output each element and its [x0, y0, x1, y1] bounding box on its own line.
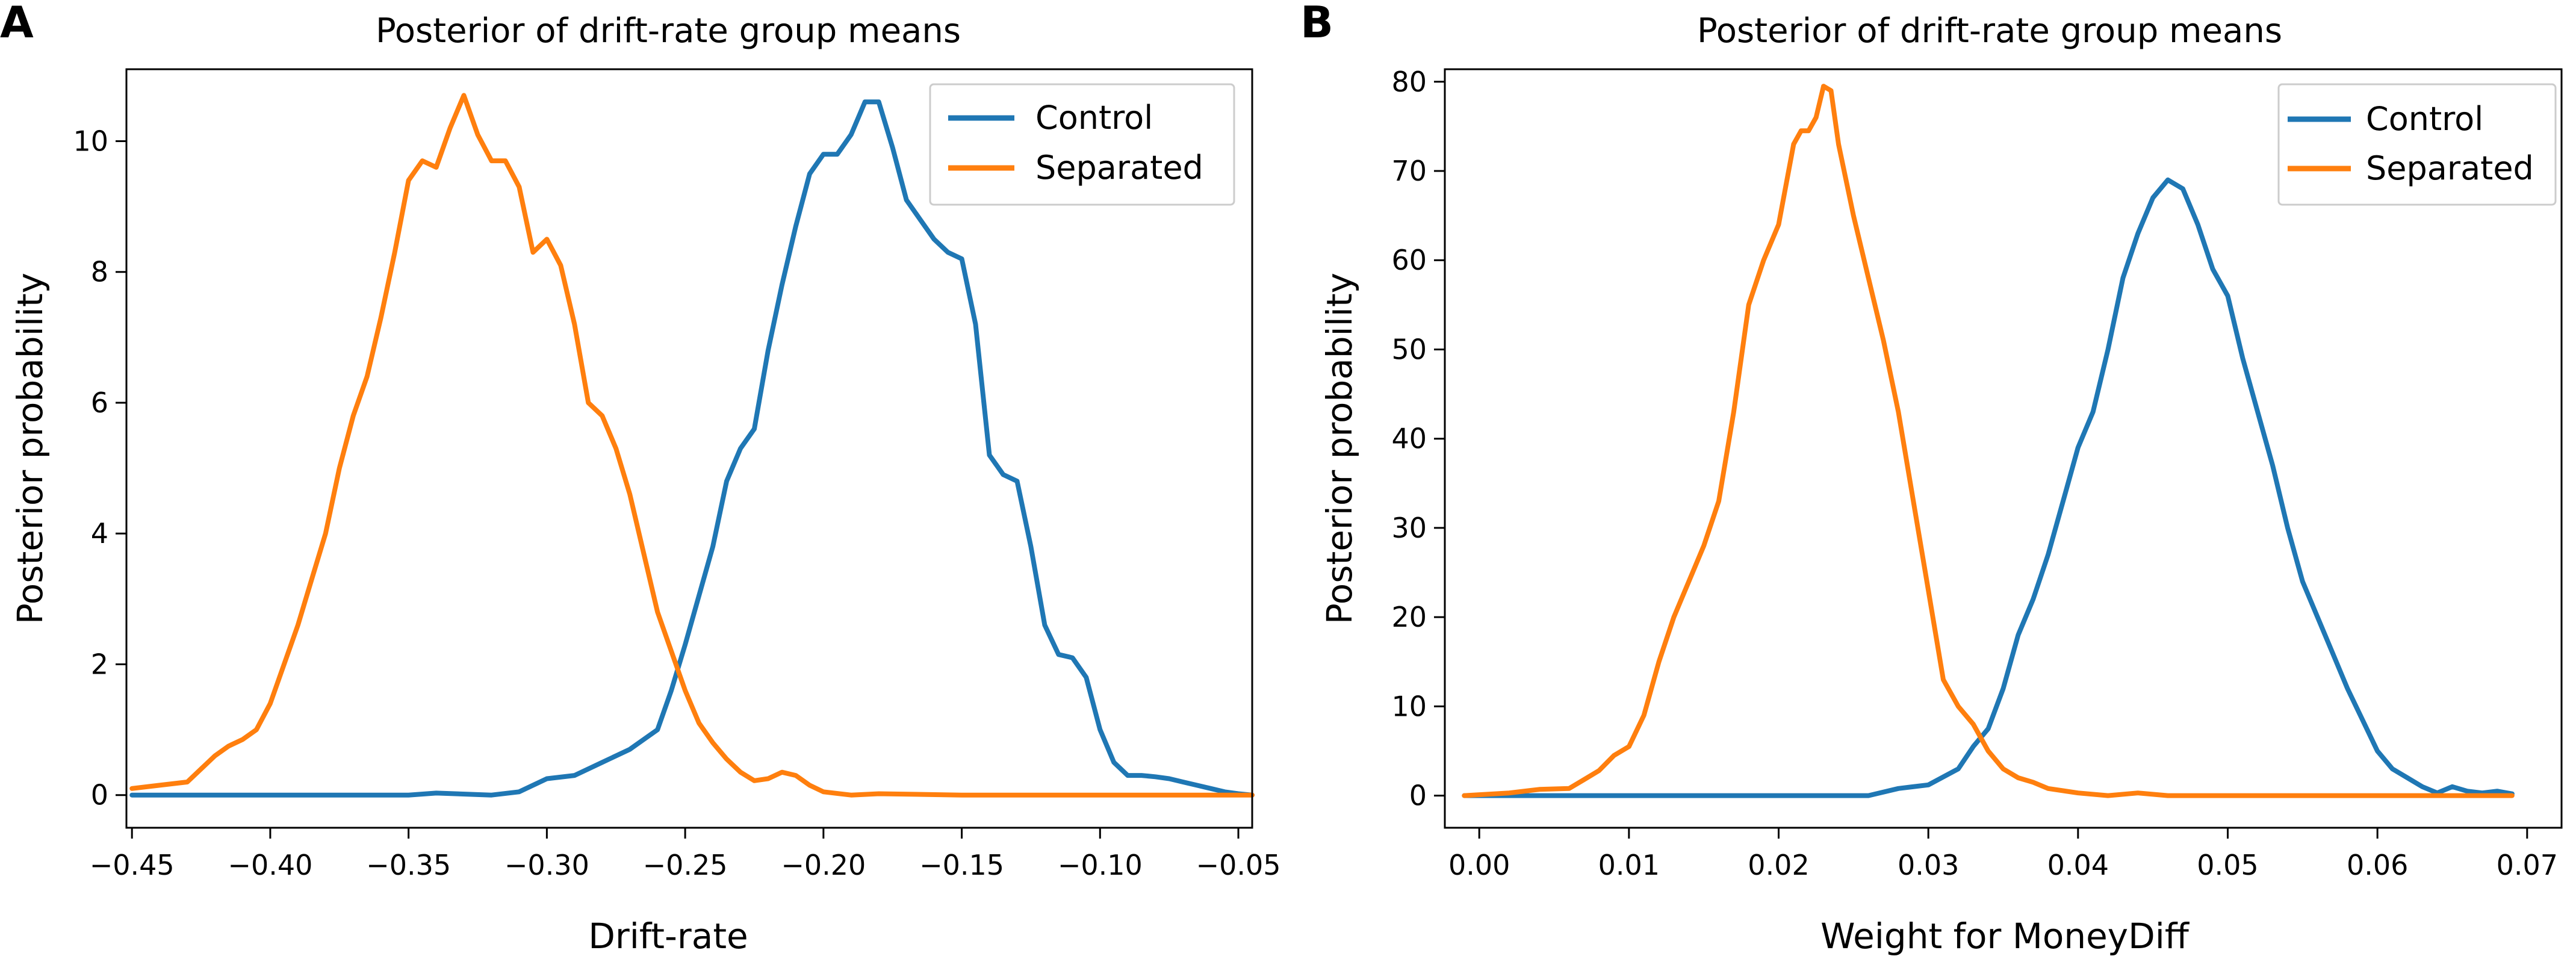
panel-b: B Posterior of drift-rate group means 0.… — [1300, 0, 2563, 957]
x-tick-label-a: −0.35 — [366, 849, 451, 881]
y-tick-label-b: 20 — [1391, 601, 1427, 633]
series-line-separated-a — [129, 93, 1255, 798]
y-tick-label-b: 0 — [1409, 780, 1427, 812]
x-tick-label-b: 0.00 — [1448, 849, 1510, 881]
x-axis-label-b: Weight for MoneyDiff — [1820, 916, 2190, 957]
panel-label-a: A — [0, 0, 34, 48]
x-tick-label-a: −0.30 — [504, 849, 589, 881]
y-tick-label-b: 50 — [1391, 333, 1427, 365]
y-axis-label-a: Posterior probability — [10, 273, 51, 624]
x-tick-label-b: 0.03 — [1898, 849, 1959, 881]
x-axis-label-a: Drift-rate — [588, 916, 748, 957]
plot-frame-a — [125, 68, 1253, 829]
x-tick-label-a: −0.15 — [919, 849, 1004, 881]
y-tick-label-a: 4 — [91, 517, 108, 550]
y-tick-label-b: 10 — [1391, 690, 1427, 722]
legend-label-control-a: Control — [1035, 99, 1153, 137]
y-tick-label-b: 40 — [1391, 423, 1427, 455]
x-tick-label-b: 0.05 — [2197, 849, 2258, 881]
y-tick-label-a: 6 — [91, 386, 108, 419]
legend-box-b — [2277, 83, 2557, 206]
series-line-separated-b — [1462, 84, 2515, 798]
y-tick-label-b: 70 — [1391, 155, 1427, 187]
x-tick-label-b: 0.07 — [2497, 849, 2558, 881]
series-line-control-b — [1462, 177, 2515, 798]
y-tick-label-b: 30 — [1391, 512, 1427, 544]
series-line-control-a — [129, 99, 1255, 798]
panel-a: A Posterior of drift-rate group means −0… — [0, 0, 1281, 957]
legend-b: Control Separated — [2277, 83, 2557, 206]
panel-label-b: B — [1300, 0, 1333, 48]
y-tick-label-b: 80 — [1391, 66, 1427, 98]
y-tick-label-a: 0 — [91, 779, 108, 811]
chart-title-a: Posterior of drift-rate group means — [376, 11, 961, 51]
legend-label-separated-a: Separated — [1035, 149, 1203, 187]
y-tick-label-a: 10 — [73, 125, 108, 157]
x-tick-label-b: 0.02 — [1748, 849, 1809, 881]
x-tick-label-b: 0.01 — [1598, 849, 1660, 881]
plot-frame-b — [1444, 68, 2563, 829]
y-axis-label-b: Posterior probability — [1319, 273, 1360, 624]
x-tick-label-a: −0.40 — [228, 849, 312, 881]
legend-box-a — [929, 83, 1235, 206]
legend-label-control-b: Control — [2366, 100, 2483, 138]
x-tick-label-b: 0.06 — [2347, 849, 2408, 881]
legend-a: Control Separated — [929, 83, 1235, 206]
x-tick-label-a: −0.25 — [643, 849, 728, 881]
x-tick-label-a: −0.05 — [1196, 849, 1281, 881]
x-tick-label-a: −0.45 — [90, 849, 175, 881]
x-tick-label-b: 0.04 — [2047, 849, 2109, 881]
y-tick-label-b: 60 — [1391, 244, 1427, 276]
x-tick-label-a: −0.10 — [1058, 849, 1143, 881]
x-tick-label-a: −0.20 — [781, 849, 866, 881]
legend-label-separated-b: Separated — [2366, 149, 2534, 187]
y-tick-label-a: 8 — [91, 256, 108, 288]
chart-title-b: Posterior of drift-rate group means — [1697, 11, 2282, 51]
y-tick-label-a: 2 — [91, 648, 108, 680]
